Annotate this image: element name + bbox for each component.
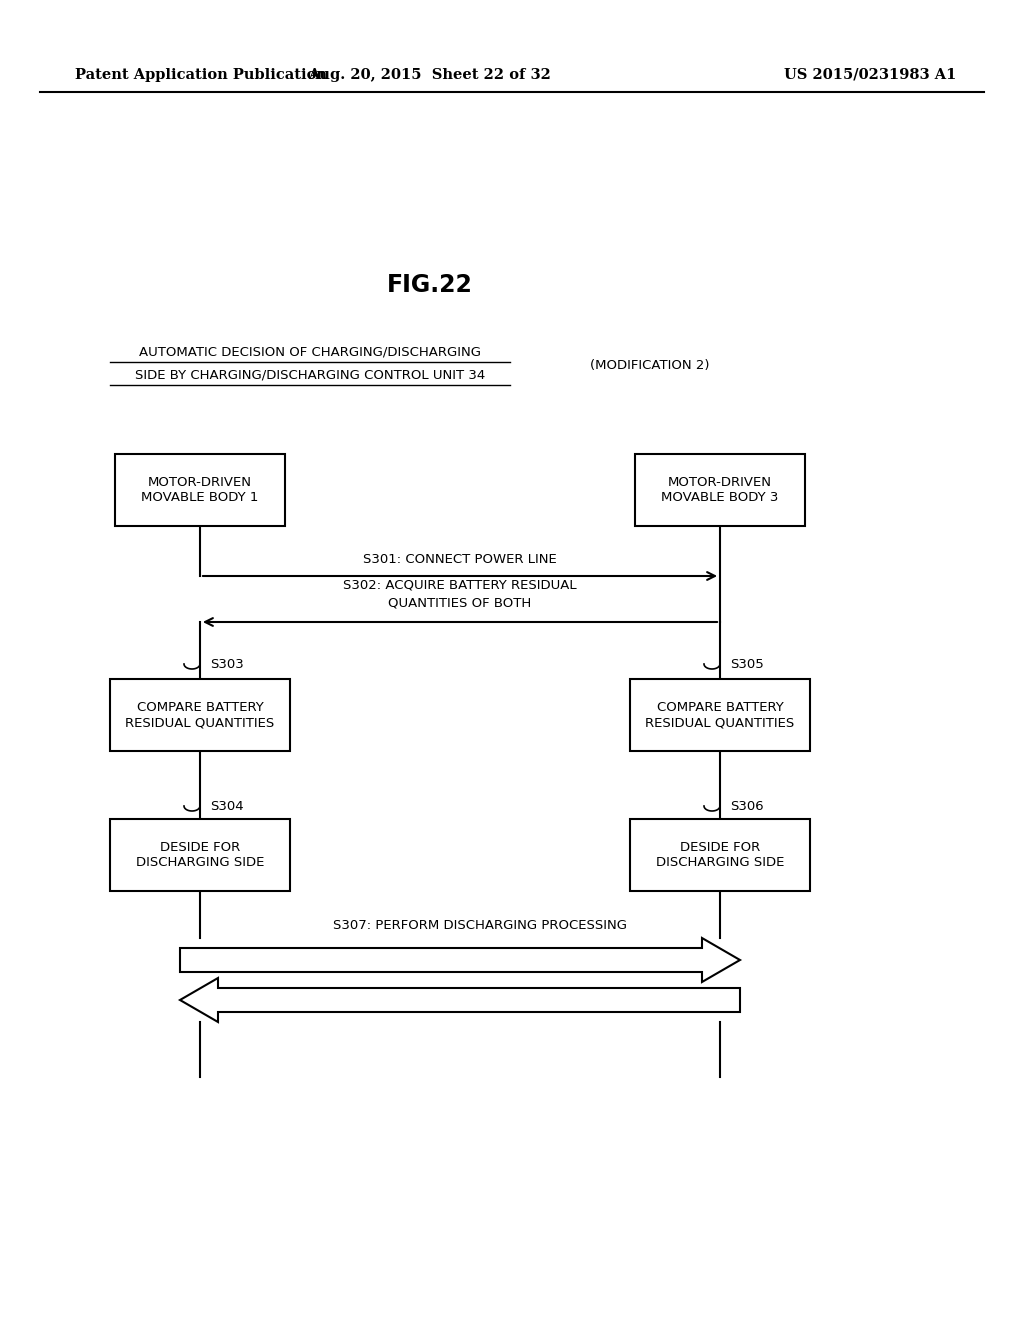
Polygon shape [180,939,740,982]
FancyBboxPatch shape [635,454,805,525]
Text: S303: S303 [210,657,244,671]
Text: MOTOR-DRIVEN
MOVABLE BODY 3: MOTOR-DRIVEN MOVABLE BODY 3 [662,477,778,504]
Text: FIG.22: FIG.22 [387,273,473,297]
Text: QUANTITIES OF BOTH: QUANTITIES OF BOTH [388,597,531,610]
Text: AUTOMATIC DECISION OF CHARGING/DISCHARGING: AUTOMATIC DECISION OF CHARGING/DISCHARGI… [139,346,481,359]
FancyBboxPatch shape [630,818,810,891]
Text: S305: S305 [730,657,764,671]
FancyBboxPatch shape [630,678,810,751]
Text: COMPARE BATTERY
RESIDUAL QUANTITIES: COMPARE BATTERY RESIDUAL QUANTITIES [125,701,274,729]
FancyBboxPatch shape [110,818,290,891]
Text: S307: PERFORM DISCHARGING PROCESSING: S307: PERFORM DISCHARGING PROCESSING [333,919,627,932]
Text: COMPARE BATTERY
RESIDUAL QUANTITIES: COMPARE BATTERY RESIDUAL QUANTITIES [645,701,795,729]
Text: Aug. 20, 2015  Sheet 22 of 32: Aug. 20, 2015 Sheet 22 of 32 [308,69,552,82]
Text: S304: S304 [210,800,244,813]
Text: DESIDE FOR
DISCHARGING SIDE: DESIDE FOR DISCHARGING SIDE [136,841,264,869]
FancyBboxPatch shape [110,678,290,751]
FancyBboxPatch shape [115,454,285,525]
Text: DESIDE FOR
DISCHARGING SIDE: DESIDE FOR DISCHARGING SIDE [655,841,784,869]
Text: (MODIFICATION 2): (MODIFICATION 2) [590,359,710,371]
Text: S301: CONNECT POWER LINE: S301: CONNECT POWER LINE [364,553,557,566]
Text: S302: ACQUIRE BATTERY RESIDUAL: S302: ACQUIRE BATTERY RESIDUAL [343,579,577,591]
Text: MOTOR-DRIVEN
MOVABLE BODY 1: MOTOR-DRIVEN MOVABLE BODY 1 [141,477,259,504]
Text: US 2015/0231983 A1: US 2015/0231983 A1 [783,69,956,82]
Text: Patent Application Publication: Patent Application Publication [75,69,327,82]
Polygon shape [180,978,740,1022]
Text: SIDE BY CHARGING/DISCHARGING CONTROL UNIT 34: SIDE BY CHARGING/DISCHARGING CONTROL UNI… [135,368,485,381]
Text: S306: S306 [730,800,764,813]
